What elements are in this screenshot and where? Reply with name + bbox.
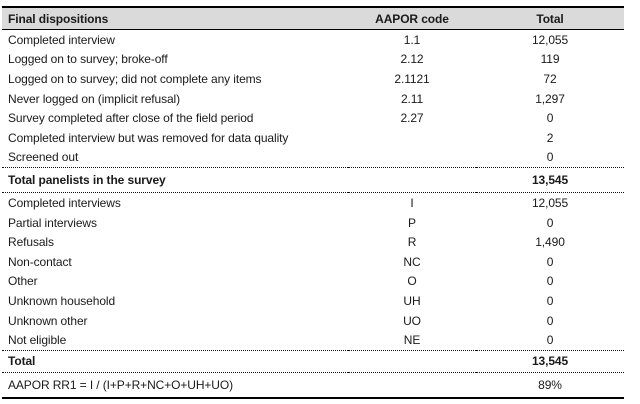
disposition-label: Total panelists in the survey [2,167,348,194]
col-header-aapor-code: AAPOR code [348,7,476,30]
aapor-code-value: UO [403,313,421,328]
col-header-total: Total [476,7,624,30]
total-value: 0 [546,274,554,289]
aapor-code-value: NE [403,333,421,348]
table-row: Unknown other UO 0 [2,311,624,331]
total-value: 0 [546,293,554,308]
final-dispositions-table: Final dispositions AAPOR code Total Comp… [2,6,624,399]
aapor-code-value: 2.12 [400,52,424,67]
summary-row: Total panelists in the survey 13,545 [2,167,624,194]
table-row: Survey completed after close of the fiel… [2,108,624,128]
disposition-label: Total [2,349,348,373]
aapor-code-value: R [407,235,417,250]
table-row: Not eligible NE 0 [2,330,624,350]
aapor-code-value [348,167,476,194]
disposition-label: Survey completed after close of the fiel… [8,111,254,126]
total-value: 0 [546,333,554,348]
total-value: 13,545 [476,167,624,194]
summary-row: Total 13,545 [2,349,624,373]
table-row: Logged on to survey; broke-off 2.12 119 [2,50,624,70]
total-value: 0 [546,111,554,126]
disposition-label: Completed interview [8,32,115,47]
total-value: 0 [546,254,554,269]
total-value: 2 [546,130,554,145]
total-value: 72 [543,71,557,86]
total-value: 1,297 [535,91,565,106]
disposition-label: Completed interviews [8,195,121,210]
total-value: 1,490 [535,235,565,250]
disposition-label: Unknown other [8,313,88,328]
table-row: Completed interviews I 12,055 [2,193,624,213]
table-row: Completed interview but was removed for … [2,128,624,148]
total-value: 13,545 [476,349,624,373]
disposition-label: Refusals [8,235,54,250]
aapor-code-value [348,148,476,168]
disposition-label: Logged on to survey; did not complete an… [8,71,262,86]
disposition-label: Logged on to survey; broke-off [8,52,168,67]
total-value: 0 [546,313,554,328]
table-row: Other O 0 [2,272,624,292]
disposition-label: Never logged on (implicit refusal) [8,91,181,106]
aapor-code-value: I [410,195,414,210]
table-row: Logged on to survey; did not complete an… [2,69,624,89]
table-header-row: Final dispositions AAPOR code Total [2,7,624,30]
total-value: 119 [540,52,560,67]
aapor-code-value: NC [403,254,421,269]
aapor-code-value: 1.1 [403,32,421,47]
aapor-code-value: 2.11 [400,91,424,106]
table-row: Screened out 0 [2,148,624,168]
total-value: 12,055 [531,195,569,210]
table-row: Non-contact NC 0 [2,252,624,272]
disposition-label: Completed interview but was removed for … [8,130,289,145]
disposition-label: Non-contact [8,254,72,269]
aapor-code-value: P [408,215,416,230]
aapor-code-value: 2.27 [400,111,424,126]
total-value: 0 [546,215,554,230]
aapor-code-value [348,128,476,148]
table-row: Partial interviews P 0 [2,213,624,233]
table-row: Never logged on (implicit refusal) 2.11 1,… [2,89,624,109]
total-value: 12,055 [531,32,569,47]
table-row: Completed interview 1.1 12,055 [2,30,624,50]
response-rate-row: AAPOR RR1 = I / (I+P+R+NC+O+UH+UO) 89% [2,372,624,398]
disposition-label: Partial interviews [8,215,97,230]
aapor-code-value [348,372,476,398]
total-value: 0 [546,150,554,165]
disposition-label: Other [8,274,38,289]
disposition-label: AAPOR RR1 = I / (I+P+R+NC+O+UH+UO) [8,377,234,392]
table-row: Refusals R 1,490 [2,232,624,252]
aapor-code-value: UH [403,293,421,308]
disposition-label: Unknown household [8,293,116,308]
disposition-label: Not eligible [8,333,67,348]
aapor-code-value [348,349,476,373]
aapor-code-value: O [407,274,417,289]
total-value: 89% [538,377,562,392]
col-header-final-dispositions: Final dispositions [2,7,348,30]
table-row: Unknown household UH 0 [2,291,624,311]
aapor-code-value: 2.1121 [394,71,430,86]
disposition-label: Screened out [8,150,79,165]
